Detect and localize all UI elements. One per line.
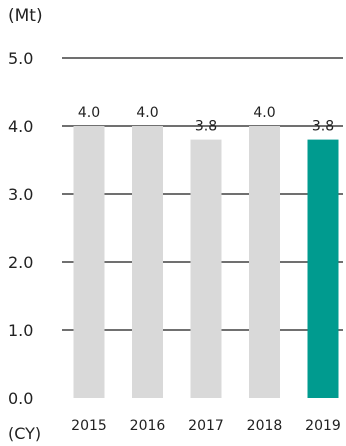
y-tick-label: 0.0 xyxy=(8,389,33,408)
y-tick-label: 4.0 xyxy=(8,117,33,136)
y-tick-label: 1.0 xyxy=(8,321,33,340)
x-unit-label: (CY) xyxy=(8,424,42,443)
value-label: 3.8 xyxy=(312,119,334,135)
x-tick-label: 2018 xyxy=(247,418,283,434)
value-label: 4.0 xyxy=(78,105,100,121)
y-tick-label: 3.0 xyxy=(8,185,33,204)
bar-2015 xyxy=(73,126,105,398)
bar-2019 xyxy=(307,139,339,398)
x-tick-label: 2017 xyxy=(188,418,224,434)
x-tick-label: 2016 xyxy=(130,418,166,434)
y-unit-label: (Mt) xyxy=(8,6,43,26)
bar-2016 xyxy=(132,126,163,398)
bar-2017 xyxy=(190,139,222,398)
x-tick-label: 2019 xyxy=(305,418,341,434)
value-label: 3.8 xyxy=(195,119,217,135)
bar-2018 xyxy=(249,126,280,398)
value-label: 4.0 xyxy=(253,105,275,121)
value-label: 4.0 xyxy=(136,105,158,121)
x-tick-label: 2015 xyxy=(71,418,107,434)
y-tick-label: 5.0 xyxy=(8,49,33,68)
y-tick-label: 2.0 xyxy=(8,253,33,272)
